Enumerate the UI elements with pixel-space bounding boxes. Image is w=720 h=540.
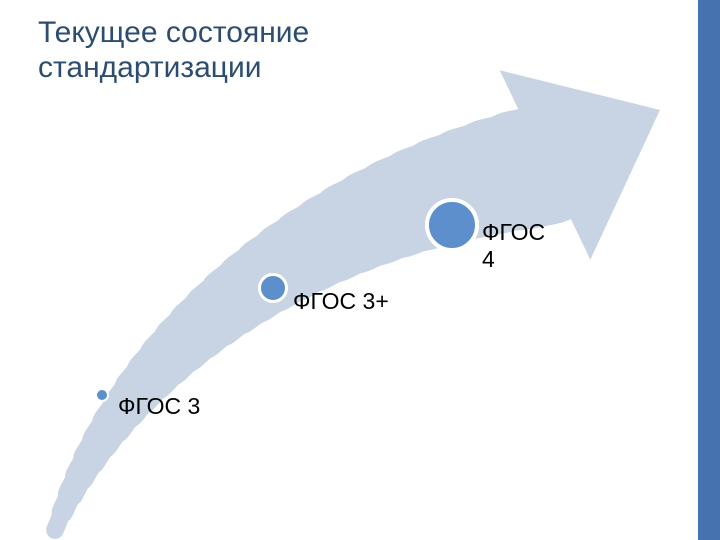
node-label: ФГОС 3 [118,393,200,420]
node-dot-icon [258,273,288,303]
nodes-layer: ФГОС 3 ФГОС 3+ ФГОС 4 [0,0,720,540]
node-dot-icon [95,388,109,402]
node-label: ФГОС 3+ [293,288,389,315]
node-label: ФГОС 4 [482,219,545,273]
node-dot-icon [425,198,479,252]
